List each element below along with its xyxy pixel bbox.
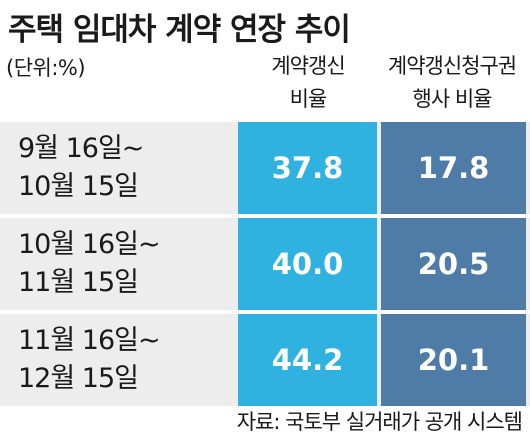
table-row: 11월 16일~ 12월 15일 44.2 20.1 bbox=[0, 314, 530, 406]
column-header-claim-rate-line1: 계약갱신청구권 bbox=[387, 54, 517, 78]
period-start: 9월 16일~ bbox=[18, 133, 144, 164]
period-start: 10월 16일~ bbox=[18, 229, 161, 260]
table-row: 10월 16일~ 11월 15일 40.0 20.5 bbox=[0, 218, 530, 310]
period-label: 10월 16일~ 11월 15일 bbox=[18, 226, 161, 302]
claim-rate-cell: 17.8 bbox=[381, 122, 526, 214]
column-header-renewal-rate-line1: 계약갱신 bbox=[271, 54, 345, 78]
period-label: 9월 16일~ 10월 15일 bbox=[18, 130, 144, 206]
source-note: 자료: 국토부 실거래가 공개 시스템 bbox=[236, 410, 523, 434]
period-end: 12월 15일 bbox=[18, 363, 139, 394]
column-header-claim-rate: 계약갱신청구권 행사 비율 bbox=[378, 50, 526, 116]
period-end: 10월 15일 bbox=[18, 171, 139, 202]
table-row: 9월 16일~ 10월 15일 37.8 17.8 bbox=[0, 122, 530, 214]
claim-rate-cell: 20.5 bbox=[381, 218, 526, 310]
renewal-rate-cell: 37.8 bbox=[238, 122, 377, 214]
period-end: 11월 15일 bbox=[18, 267, 139, 298]
column-header-renewal-rate: 계약갱신 비율 bbox=[238, 50, 378, 116]
renewal-rate-cell: 44.2 bbox=[238, 314, 377, 406]
period-label: 11월 16일~ 12월 15일 bbox=[18, 322, 161, 398]
column-header-renewal-rate-line2: 비율 bbox=[289, 87, 328, 111]
unit-label: (단위:%) bbox=[6, 56, 86, 80]
data-table: 9월 16일~ 10월 15일 37.8 17.8 10월 16일~ 11월 1… bbox=[0, 122, 530, 406]
period-start: 11월 16일~ bbox=[18, 325, 161, 356]
claim-rate-cell: 20.1 bbox=[381, 314, 526, 406]
row-divider bbox=[0, 310, 530, 314]
column-header-claim-rate-line2: 행사 비율 bbox=[412, 87, 493, 111]
renewal-rate-cell: 40.0 bbox=[238, 218, 377, 310]
chart-title: 주택 임대차 계약 연장 추이 bbox=[8, 12, 351, 48]
row-divider bbox=[0, 214, 530, 218]
